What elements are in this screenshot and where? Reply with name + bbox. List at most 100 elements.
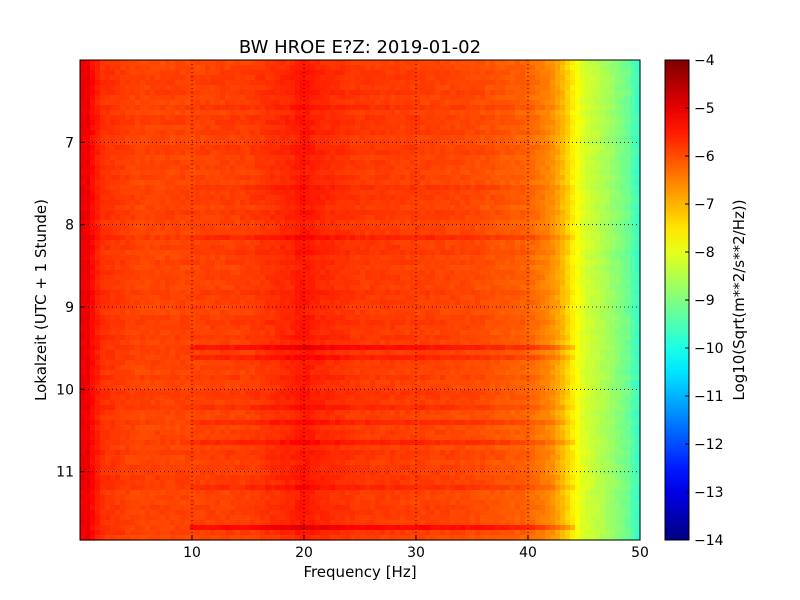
heatmap-cell — [575, 150, 581, 156]
heatmap-cell — [155, 280, 161, 286]
heatmap-cell — [155, 110, 161, 116]
heatmap-cell — [425, 205, 431, 211]
heatmap-cell — [600, 180, 606, 186]
heatmap-cell — [125, 220, 131, 226]
heatmap-cell — [580, 155, 586, 161]
heatmap-cell — [575, 170, 581, 176]
heatmap-cell — [440, 155, 446, 161]
heatmap-cell — [165, 105, 171, 111]
heatmap-cell — [555, 195, 561, 201]
heatmap-cell — [570, 240, 576, 246]
heatmap-cell — [620, 140, 626, 146]
heatmap-cell — [450, 160, 456, 166]
heatmap-cell — [130, 105, 136, 111]
heatmap-cell — [340, 170, 346, 176]
heatmap-cell — [315, 150, 321, 156]
heatmap-cell — [450, 200, 456, 206]
heatmap-cell — [200, 225, 206, 231]
heatmap-cell — [295, 280, 301, 286]
heatmap-cell — [445, 65, 451, 71]
heatmap-cell — [95, 275, 101, 281]
heatmap-cell — [315, 170, 321, 176]
heatmap-cell — [370, 130, 376, 136]
heatmap-cell — [230, 170, 236, 176]
heatmap-cell — [505, 115, 511, 121]
heatmap-cell — [575, 200, 581, 206]
heatmap-cell — [165, 135, 171, 141]
heatmap-cell — [175, 225, 181, 231]
heatmap-cell — [635, 155, 641, 161]
heatmap-cell — [90, 105, 96, 111]
heatmap-cell — [160, 85, 166, 91]
heatmap-cell — [410, 200, 416, 206]
heatmap-cell — [325, 140, 331, 146]
heatmap-cell — [575, 195, 581, 201]
heatmap-cell — [275, 130, 281, 136]
heatmap-cell — [590, 220, 596, 226]
heatmap-cell — [580, 160, 586, 166]
heatmap-cell — [380, 200, 386, 206]
heatmap-cell — [475, 260, 481, 266]
heatmap-cell — [565, 210, 571, 216]
heatmap-cell — [215, 170, 221, 176]
heatmap-cell — [500, 90, 506, 96]
heatmap-cell — [365, 95, 371, 101]
heatmap-cell — [405, 155, 411, 161]
heatmap-cell — [140, 130, 146, 136]
heatmap-cell — [555, 175, 561, 181]
heatmap-cell — [635, 80, 641, 86]
heatmap-cell — [260, 60, 266, 66]
heatmap-cell — [405, 85, 411, 91]
heatmap-cell — [515, 225, 521, 231]
heatmap-cell — [380, 100, 386, 106]
heatmap-cell — [575, 105, 581, 111]
heatmap-cell — [395, 265, 401, 271]
heatmap-cell — [295, 235, 301, 241]
heatmap-cell — [340, 135, 346, 141]
heatmap-cell — [95, 180, 101, 186]
heatmap-cell — [465, 225, 471, 231]
heatmap-cell — [110, 150, 116, 156]
heatmap-cell — [535, 110, 541, 116]
heatmap-cell — [125, 155, 131, 161]
heatmap-cell — [100, 185, 106, 191]
heatmap-cell — [530, 270, 536, 276]
heatmap-cell — [375, 175, 381, 181]
heatmap-cell — [440, 230, 446, 236]
heatmap-cell — [205, 260, 211, 266]
heatmap-cell — [310, 125, 316, 131]
heatmap-cell — [165, 180, 171, 186]
heatmap-cell — [375, 70, 381, 76]
heatmap-cell — [215, 195, 221, 201]
heatmap-cell — [160, 195, 166, 201]
heatmap-cell — [225, 175, 231, 181]
heatmap-cell — [190, 75, 196, 81]
heatmap-cell — [85, 120, 91, 126]
heatmap-cell — [180, 90, 186, 96]
heatmap-cell — [160, 210, 166, 216]
heatmap-cell — [345, 280, 351, 286]
heatmap-cell — [280, 240, 286, 246]
heatmap-cell — [325, 135, 331, 141]
heatmap-cell — [180, 205, 186, 211]
heatmap-cell — [260, 105, 266, 111]
heatmap-cell — [410, 70, 416, 76]
heatmap-cell — [445, 90, 451, 96]
heatmap-cell — [85, 115, 91, 121]
heatmap-cell — [225, 60, 231, 66]
heatmap-cell — [265, 115, 271, 121]
heatmap-cell — [110, 140, 116, 146]
heatmap-cell — [390, 205, 396, 211]
heatmap-cell — [180, 105, 186, 111]
heatmap-cell — [215, 250, 221, 256]
heatmap-cell — [590, 230, 596, 236]
heatmap-cell — [170, 230, 176, 236]
heatmap-cell — [540, 120, 546, 126]
heatmap-cell — [540, 95, 546, 101]
heatmap-cell — [290, 165, 296, 171]
heatmap-cell — [115, 270, 121, 276]
heatmap-cell — [495, 150, 501, 156]
heatmap-cell — [400, 155, 406, 161]
heatmap-cell — [100, 75, 106, 81]
heatmap-cell — [190, 65, 196, 71]
